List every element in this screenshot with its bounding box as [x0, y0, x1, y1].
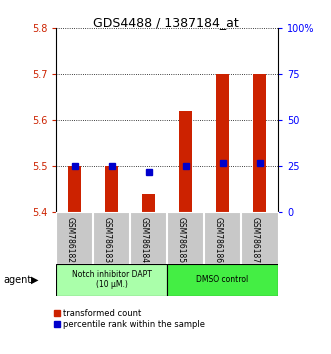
Bar — [105, 166, 118, 212]
Text: GSM786187: GSM786187 — [251, 217, 260, 263]
Text: GSM786183: GSM786183 — [103, 217, 112, 263]
Text: ▶: ▶ — [31, 275, 38, 285]
Bar — [68, 166, 81, 212]
Text: GDS4488 / 1387184_at: GDS4488 / 1387184_at — [93, 16, 238, 29]
Bar — [216, 74, 229, 212]
Bar — [167, 264, 278, 296]
Text: GSM786185: GSM786185 — [177, 217, 186, 263]
Bar — [56, 264, 167, 296]
Text: GSM786184: GSM786184 — [140, 217, 149, 263]
Legend: transformed count, percentile rank within the sample: transformed count, percentile rank withi… — [54, 309, 205, 329]
Bar — [142, 194, 155, 212]
Text: DMSO control: DMSO control — [197, 275, 249, 284]
Text: GSM786186: GSM786186 — [213, 217, 222, 263]
Bar — [179, 111, 192, 212]
Text: GSM786182: GSM786182 — [66, 217, 75, 263]
Text: agent: agent — [3, 275, 31, 285]
Text: Notch inhibitor DAPT
(10 μM.): Notch inhibitor DAPT (10 μM.) — [72, 270, 152, 289]
Bar — [253, 74, 266, 212]
